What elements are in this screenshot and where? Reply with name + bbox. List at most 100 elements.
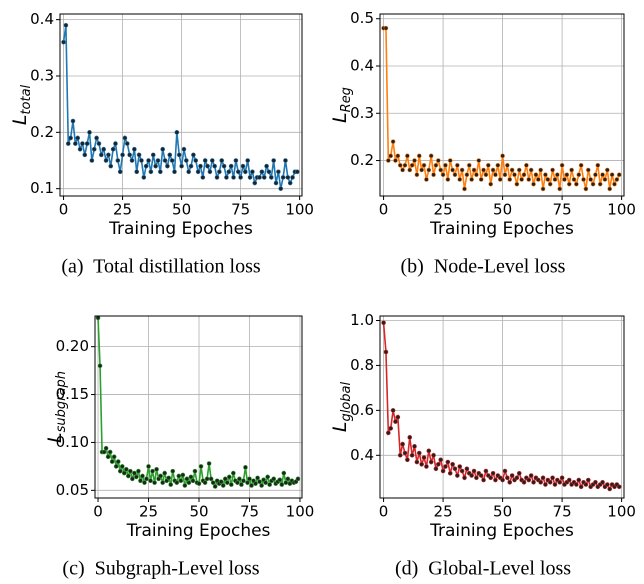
point (493, 172, 498, 178)
point (153, 163, 158, 169)
point (552, 177, 558, 182)
point (115, 459, 121, 464)
point (150, 152, 156, 158)
y-label-symbol: L (329, 112, 351, 123)
point (136, 468, 141, 474)
point (452, 466, 458, 472)
point (583, 186, 589, 192)
point (257, 479, 262, 485)
point (428, 459, 434, 465)
point (531, 479, 536, 485)
x-tick-label: 50 (493, 503, 512, 521)
y-tick-label: 0.3 (30, 66, 54, 84)
point (129, 158, 135, 163)
point (528, 473, 534, 478)
y-axis-label: Lsubgraph (44, 371, 69, 443)
point (184, 158, 189, 163)
panel: 0 25 50 75 100 0.4 0.6 0.8 1.0 Training Epoches Lg… (329, 311, 636, 580)
point (521, 479, 527, 485)
point (455, 162, 460, 168)
point (265, 474, 270, 480)
y-tick-label: 0.10 (56, 433, 89, 451)
point (243, 169, 248, 175)
point (414, 459, 420, 465)
point (543, 482, 548, 487)
point (186, 169, 191, 175)
point (154, 466, 159, 472)
point (158, 473, 163, 479)
point (564, 172, 570, 178)
point (290, 175, 295, 180)
point (212, 484, 218, 489)
point (505, 162, 510, 168)
point (271, 476, 277, 482)
point (488, 181, 493, 187)
point (279, 482, 285, 487)
point (152, 480, 157, 485)
point (226, 474, 232, 480)
point (538, 479, 543, 485)
point (478, 473, 484, 478)
point (148, 169, 154, 175)
point (146, 158, 151, 163)
point (514, 181, 520, 187)
point (476, 158, 482, 163)
point (393, 158, 398, 163)
point (416, 153, 422, 159)
point (426, 167, 432, 173)
point (158, 169, 163, 175)
point (214, 175, 220, 180)
point (219, 158, 225, 163)
point (285, 476, 291, 482)
point (261, 175, 267, 180)
point (186, 480, 192, 485)
point (240, 163, 246, 169)
line (383, 27, 620, 190)
point (180, 472, 186, 478)
point (562, 177, 567, 182)
point (222, 476, 228, 482)
point (119, 464, 125, 469)
point (237, 476, 242, 482)
point (202, 158, 208, 163)
point (388, 153, 394, 159)
point (182, 483, 188, 488)
point (176, 473, 182, 479)
point (483, 172, 489, 178)
point (70, 118, 76, 124)
point (229, 482, 234, 487)
point (172, 169, 177, 175)
x-tick-label: 100 (286, 503, 315, 521)
point (176, 152, 182, 158)
point (459, 468, 465, 474)
point (440, 468, 446, 474)
line (97, 317, 299, 489)
point (409, 162, 415, 168)
point (144, 476, 149, 482)
point (502, 468, 508, 474)
x-tick-label: 75 (553, 201, 572, 219)
point (132, 470, 137, 476)
point (226, 169, 232, 175)
point (495, 162, 501, 168)
point (239, 482, 244, 487)
point (581, 177, 586, 182)
point (105, 454, 111, 460)
point (130, 476, 135, 482)
point (95, 315, 101, 321)
y-tick-label: 0.4 (350, 446, 374, 464)
x-tick-label: 100 (607, 201, 636, 219)
y-tick-label: 1.0 (350, 311, 374, 329)
x-tick-label: 50 (493, 201, 512, 219)
y-label-subscript: subgraph (54, 371, 69, 432)
point (94, 135, 99, 141)
point (576, 172, 582, 178)
point (497, 177, 503, 182)
point (263, 480, 268, 485)
point (414, 172, 420, 178)
point (174, 480, 180, 485)
point (285, 175, 291, 180)
point (452, 172, 458, 178)
x-tick-label: 50 (172, 201, 191, 219)
line (382, 322, 620, 491)
